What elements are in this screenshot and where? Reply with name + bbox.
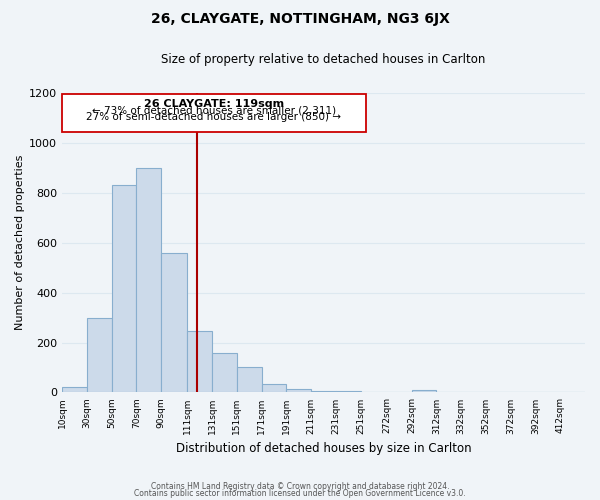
Bar [87, 318, 112, 392]
Bar [286, 388, 311, 392]
Bar [237, 368, 262, 392]
Text: 26 CLAYGATE: 119sqm: 26 CLAYGATE: 119sqm [144, 99, 284, 109]
Bar [212, 352, 237, 393]
Bar [62, 388, 87, 392]
Title: Size of property relative to detached houses in Carlton: Size of property relative to detached ho… [161, 52, 486, 66]
FancyBboxPatch shape [62, 94, 366, 132]
Bar [311, 391, 336, 392]
Text: 27% of semi-detached houses are larger (850) →: 27% of semi-detached houses are larger (… [86, 112, 341, 122]
Y-axis label: Number of detached properties: Number of detached properties [15, 155, 25, 330]
Bar [136, 168, 161, 392]
Text: Contains public sector information licensed under the Open Government Licence v3: Contains public sector information licen… [134, 489, 466, 498]
Bar [412, 390, 436, 392]
Text: ← 73% of detached houses are smaller (2,311): ← 73% of detached houses are smaller (2,… [92, 106, 336, 116]
X-axis label: Distribution of detached houses by size in Carlton: Distribution of detached houses by size … [176, 442, 472, 455]
Bar [336, 391, 361, 392]
Text: 26, CLAYGATE, NOTTINGHAM, NG3 6JX: 26, CLAYGATE, NOTTINGHAM, NG3 6JX [151, 12, 449, 26]
Bar [112, 186, 136, 392]
Bar [187, 332, 212, 392]
Bar [161, 252, 187, 392]
Text: Contains HM Land Registry data © Crown copyright and database right 2024.: Contains HM Land Registry data © Crown c… [151, 482, 449, 491]
Bar [262, 384, 286, 392]
